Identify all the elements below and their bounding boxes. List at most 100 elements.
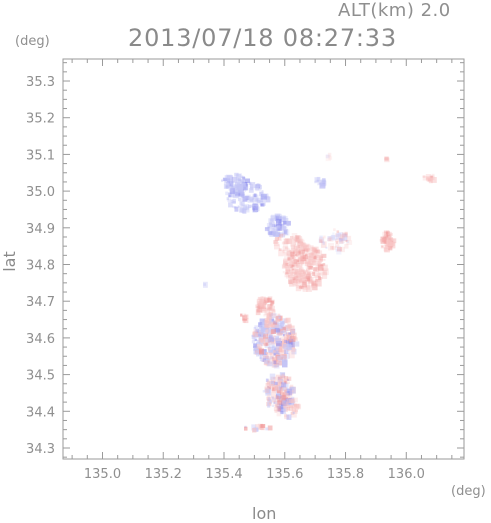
echo-cell [299, 274, 304, 279]
echo-cell [248, 181, 252, 185]
echo-cell [329, 238, 332, 241]
echo-cell [283, 258, 289, 265]
echo-cell [255, 309, 261, 315]
echo-cell [290, 250, 296, 257]
echo-cell [286, 398, 291, 403]
echo-cell [311, 282, 315, 286]
echo-cell [290, 329, 296, 335]
echo-cell [383, 247, 388, 252]
echo-cell [265, 387, 270, 393]
echo-cell [272, 321, 277, 326]
echo-cell [281, 216, 286, 222]
echo-cell [390, 238, 397, 244]
echo-cell [281, 233, 286, 237]
echo-cell [294, 253, 298, 256]
echo-cell [262, 390, 266, 393]
echo-cell [256, 352, 260, 357]
echo-cell [266, 304, 273, 310]
echo-cell [288, 351, 295, 359]
timestamp-title: 2013/07/18 08:27:33 [128, 24, 397, 52]
echo-cell [296, 246, 301, 252]
x-tick-label: 136.0 [388, 467, 425, 482]
echo-cell [389, 241, 395, 247]
echo-cell [289, 275, 294, 280]
echo-cell [288, 391, 293, 397]
echo-cell [267, 346, 274, 353]
y-tick-label: 35.1 [26, 148, 55, 163]
echo-cell [275, 232, 281, 237]
echo-cell [226, 197, 229, 201]
echo-cell [257, 304, 264, 312]
echo-cell [285, 271, 289, 275]
echo-cell [292, 277, 296, 281]
echo-cell [297, 262, 303, 268]
echo-cell [260, 338, 266, 344]
echo-cell [281, 355, 287, 361]
echo-cell [234, 184, 241, 190]
echo-cell [291, 247, 294, 250]
echo-cell [306, 277, 311, 282]
echo-cell [317, 180, 323, 186]
x-tick-label: 135.0 [84, 467, 121, 482]
echo-cell [278, 249, 284, 257]
echo-cell [298, 242, 305, 248]
echo-cell [267, 347, 271, 351]
echo-cell [281, 399, 287, 406]
echo-cell [276, 341, 282, 347]
echo-cell [286, 414, 292, 420]
echo-cell [262, 300, 265, 304]
echo-cell [279, 399, 282, 402]
echo-cell [274, 244, 280, 250]
echo-cell [302, 269, 308, 277]
echo-cell [296, 273, 301, 278]
echo-cell [282, 249, 286, 254]
echo-cell [278, 361, 283, 366]
echo-cell [286, 334, 293, 339]
echo-cell [307, 259, 314, 265]
echo-cell [285, 402, 289, 406]
echo-cell [290, 251, 295, 257]
echo-cell [307, 264, 310, 268]
echo-cell [298, 271, 302, 274]
echo-cell [265, 357, 269, 361]
echo-cell [292, 268, 295, 271]
echo-cell [279, 397, 283, 400]
echo-cell [290, 239, 297, 245]
echo-cell [259, 191, 264, 197]
echo-cell [275, 351, 281, 357]
echo-cell [285, 269, 291, 274]
echo-cell [335, 243, 340, 248]
echo-cell [295, 235, 300, 240]
echo-cell [277, 396, 283, 403]
echo-cell [307, 263, 312, 269]
echo-cell [302, 249, 306, 254]
echo-cell [271, 396, 277, 403]
echo-cell [222, 177, 228, 182]
echo-cell [284, 252, 290, 261]
echo-cell [235, 174, 242, 181]
echo-cell [256, 339, 261, 345]
echo-cell [317, 255, 324, 262]
echo-cell [260, 424, 266, 428]
echo-cell [282, 383, 289, 391]
echo-cell [234, 206, 239, 212]
echo-cell [251, 424, 257, 431]
echo-cell [273, 323, 279, 329]
echo-cell [273, 400, 279, 407]
echo-cell [289, 384, 294, 388]
echo-cell [280, 356, 284, 361]
echo-cell [277, 225, 281, 229]
echo-cell [307, 260, 311, 264]
echo-cell [296, 249, 300, 254]
echo-cell [291, 233, 298, 240]
echo-cell [245, 207, 250, 213]
echo-cell [313, 255, 317, 258]
echo-cell [313, 257, 317, 262]
echo-cell [319, 277, 323, 280]
echo-cell [293, 341, 300, 347]
echo-cell [275, 343, 282, 351]
echo-cell [257, 296, 262, 300]
echo-cell [270, 300, 274, 303]
echo-cell [282, 395, 286, 400]
echo-cell [260, 195, 267, 203]
